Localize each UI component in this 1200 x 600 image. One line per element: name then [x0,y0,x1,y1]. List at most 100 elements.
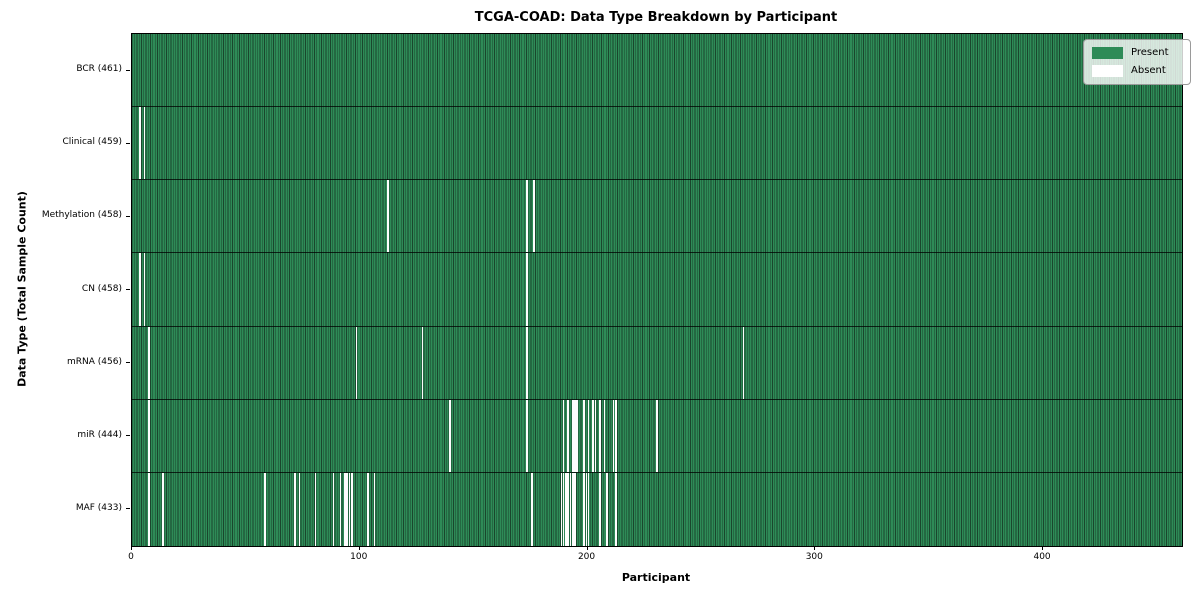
y-tick [126,142,130,144]
heatmap-row-maf [132,472,1182,546]
heatmap-row-bcr [132,34,1182,108]
x-tick-label: 100 [350,552,368,562]
absent-cell [562,472,565,546]
heatmap-row-methylation [132,180,1182,254]
legend-label-absent: Absent [1131,65,1166,76]
absent-cell [348,472,351,546]
y-tick-label: CN (458) [81,283,122,294]
x-tick [131,546,132,550]
absent-cell [583,399,585,472]
y-tick [126,362,130,364]
y-tick-label: miR (444) [77,429,122,440]
absent-cell [148,472,150,546]
absent-cell [373,472,376,546]
absent-cell [599,399,601,472]
x-tick [814,546,816,550]
absent-cell [314,472,317,546]
absent-cell [526,326,528,399]
y-tick-label: mRNA (456) [67,356,122,367]
legend-swatch-present-icon [1092,47,1123,59]
x-tick [358,546,360,550]
absent-cell [161,472,164,546]
absent-cell [656,399,658,472]
absent-cell [565,472,567,546]
legend-swatch-absent-icon [1092,65,1123,77]
absent-cell [569,472,572,546]
legend-entry-absent: Absent [1092,65,1182,77]
absent-cell [576,399,579,472]
x-tick-label: 0 [128,552,134,562]
absent-cell [615,399,617,472]
absent-cell [533,180,535,253]
heatmap-row-clinical [132,107,1182,181]
absent-cell [571,472,574,546]
absent-cell [139,253,141,326]
absent-cell [332,472,335,546]
absent-cell [603,399,606,472]
absent-cell [143,107,146,180]
absent-cell [615,472,617,546]
absent-cell [583,472,585,546]
absent-cell [526,399,528,472]
absent-cell [574,399,576,472]
absent-cell [448,399,451,472]
absent-cell [585,472,588,546]
absent-cell [139,107,141,180]
x-tick-label: 200 [577,552,596,562]
x-tick [586,546,588,550]
absent-cell [567,399,569,472]
absent-cell [526,180,528,253]
absent-cell [587,472,590,546]
y-tick-label: Methylation (458) [41,210,122,221]
absent-cell [530,472,533,546]
absent-cell [571,399,574,472]
absent-cell [574,472,576,546]
y-tick [126,508,130,510]
y-tick [126,435,130,437]
absent-cell [387,180,389,253]
x-axis-label: Participant [621,571,691,584]
y-tick [126,215,130,217]
x-tick-label: 400 [1033,552,1051,562]
absent-cell [366,472,369,546]
absent-cell [421,326,424,399]
absent-cell [355,326,358,399]
y-tick-label: MAF (433) [75,502,122,513]
absent-cell [562,399,565,472]
x-tick [1042,546,1044,550]
absent-cell [599,472,601,546]
absent-cell [742,326,745,399]
absent-cell [587,399,590,472]
x-tick-label: 300 [805,552,823,562]
heatmap-row-mir [132,399,1182,473]
heatmap-row-cn [132,253,1182,327]
absent-cell [567,472,569,546]
absent-cell [594,399,597,472]
absent-cell [148,399,150,472]
absent-cell [592,399,594,472]
absent-cell [143,253,146,326]
absent-cell [148,326,150,399]
chart-title: TCGA-COAD: Data Type Breakdown by Partic… [474,10,838,25]
legend-entry-present: Present [1092,47,1182,59]
absent-cell [344,472,346,546]
absent-cell [298,472,301,546]
absent-cell [346,472,348,546]
plot-area [131,33,1183,547]
heatmap-row-mrna [132,326,1182,400]
absent-cell [612,399,615,472]
absent-cell [526,253,528,326]
y-tick-label: BCR (461) [76,64,122,75]
legend: Present Absent [1083,39,1191,85]
absent-cell [560,472,563,546]
y-tick [126,69,130,71]
y-tick [126,289,130,290]
absent-cell [606,472,608,546]
absent-cell [294,472,296,546]
absent-cell [351,472,353,546]
y-tick-label: Clinical (459) [62,137,122,148]
absent-cell [339,472,342,546]
absent-cell [264,472,267,546]
legend-label-present: Present [1131,47,1169,58]
